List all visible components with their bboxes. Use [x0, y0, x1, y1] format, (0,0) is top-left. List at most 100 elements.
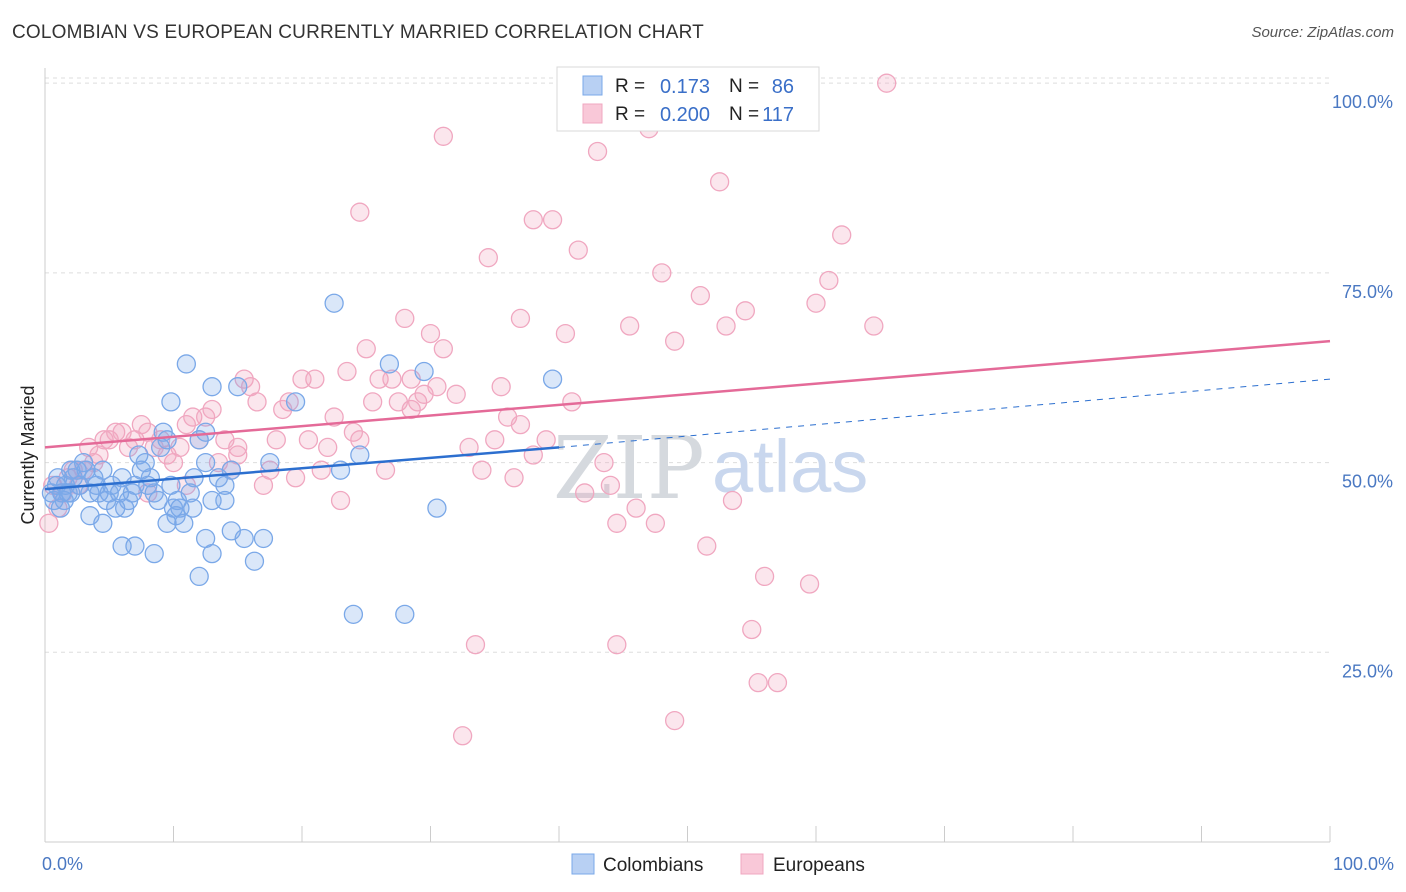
- european-point: [600, 475, 621, 496]
- trend-lines: [44, 339, 1331, 491]
- stats-legend: R = 0.173 N = 86 R = 0.200 N = 117: [556, 66, 820, 132]
- european-point: [433, 339, 454, 359]
- european-point: [504, 468, 524, 488]
- european-point: [131, 414, 152, 435]
- european-point: [382, 369, 402, 389]
- european-point: [266, 430, 286, 450]
- european-point: [562, 392, 582, 412]
- european-point: [118, 437, 139, 458]
- colombian-point: [140, 468, 161, 488]
- european-point: [452, 726, 473, 746]
- european-point: [510, 308, 531, 329]
- european-point: [536, 430, 556, 450]
- european-point: [832, 225, 852, 245]
- european-point: [510, 414, 531, 435]
- x-ticks: [173, 826, 1331, 842]
- stats-r-value-colombians: 0.173: [660, 76, 710, 98]
- colombian-point: [228, 377, 248, 397]
- european-point: [799, 574, 820, 594]
- european-point: [542, 210, 563, 230]
- colombian-point: [93, 513, 113, 533]
- colombian-point: [174, 513, 194, 533]
- y-tick-label: 50.0%: [1342, 472, 1393, 492]
- colombian-point: [183, 498, 203, 518]
- colombian-point: [414, 361, 434, 382]
- european-point: [767, 672, 788, 693]
- colombian-point: [135, 452, 155, 473]
- european-point: [247, 392, 267, 412]
- colombian-point: [395, 604, 415, 625]
- european-point: [819, 270, 839, 291]
- stats-r-label-colombians: R =: [615, 76, 645, 97]
- stats-swatch-europeans: [582, 103, 603, 124]
- european-point: [343, 422, 364, 442]
- european-point: [94, 430, 114, 450]
- european-point: [665, 710, 685, 731]
- bottom-legend: Colombians Europeans: [571, 853, 865, 876]
- european-point: [877, 73, 897, 93]
- colombian-point: [93, 460, 113, 480]
- european-point: [427, 377, 447, 397]
- stats-swatch-colombians: [582, 75, 603, 96]
- european-point: [311, 460, 331, 480]
- european-point: [742, 619, 762, 640]
- y-tick-labels: 25.0% 50.0% 75.0% 100.0%: [1332, 92, 1393, 681]
- source-label: Source: ZipAtlas.com: [1251, 24, 1394, 41]
- european-point: [555, 323, 576, 344]
- colombian-point: [202, 490, 222, 511]
- european-point: [228, 437, 248, 458]
- european-point: [690, 285, 710, 306]
- colombian-point: [144, 543, 164, 564]
- legend-swatch-europeans: [740, 853, 764, 875]
- colombian-point: [122, 483, 143, 503]
- colombian-point: [350, 445, 370, 465]
- european-point: [575, 483, 595, 503]
- colombian-point: [166, 506, 186, 526]
- colombian-point: [260, 452, 280, 473]
- european-point: [665, 331, 685, 351]
- european-point: [176, 414, 197, 435]
- european-point: [568, 240, 588, 260]
- european-point: [722, 490, 743, 511]
- european-point: [279, 392, 299, 412]
- european-point: [407, 392, 428, 412]
- european-point: [446, 384, 466, 404]
- colombian-point: [195, 422, 216, 442]
- european-point: [754, 566, 775, 587]
- european-point: [806, 293, 826, 313]
- y-tick-label: 25.0%: [1342, 661, 1393, 681]
- colombian-point: [112, 536, 132, 556]
- stats-r-label-europeans: R =: [615, 104, 645, 125]
- stats-n-value-europeans: 117: [762, 104, 794, 126]
- european-point: [337, 361, 357, 382]
- colombian-point: [157, 430, 177, 450]
- colombian-point: [285, 392, 306, 412]
- european-point: [324, 407, 344, 427]
- colombian-point: [202, 543, 222, 564]
- european-point: [478, 248, 498, 268]
- european-point: [716, 316, 736, 336]
- european-point: [491, 377, 511, 397]
- european-point: [459, 437, 479, 458]
- european-point: [234, 369, 254, 389]
- european-point: [864, 316, 884, 336]
- grid-lines: [45, 77, 1330, 653]
- european-point: [356, 339, 376, 359]
- european-point: [465, 635, 486, 655]
- colombian-point: [189, 566, 209, 587]
- european-point: [645, 513, 666, 533]
- european-point: [89, 445, 109, 465]
- colombian-point: [324, 293, 344, 313]
- european-point: [39, 513, 59, 533]
- european-point: [748, 672, 768, 693]
- colombian-point: [234, 528, 254, 549]
- colombian-point: [76, 460, 96, 480]
- data-points: [39, 73, 897, 746]
- european-point: [298, 430, 319, 450]
- colombian-trend-line: [44, 446, 560, 491]
- colombian-point: [161, 392, 181, 412]
- colombian-point: [427, 498, 447, 518]
- european-point: [626, 498, 646, 518]
- european-point: [607, 513, 627, 533]
